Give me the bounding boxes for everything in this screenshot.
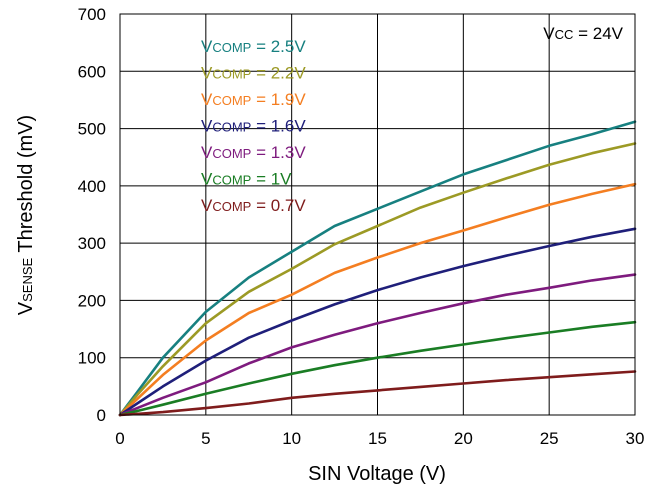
y-tick-label: 400 xyxy=(78,177,106,196)
y-tick-label: 200 xyxy=(78,291,106,310)
y-tick-label: 500 xyxy=(78,120,106,139)
x-axis-label: SIN Voltage (V) xyxy=(308,463,446,485)
series-group xyxy=(118,120,637,417)
y-tick-label: 100 xyxy=(78,349,106,368)
series-line xyxy=(118,320,637,417)
legend-entry: VCOMP = 1.9V xyxy=(201,90,306,109)
legend-entry: VCOMP = 1.3V xyxy=(201,143,306,162)
legend-entry: VCOMP = 1.6V xyxy=(201,117,306,136)
series-line xyxy=(118,120,637,417)
y-axis-ticks: 0 100 200 300 400 500 600 700 xyxy=(78,5,106,425)
x-tick-label: 0 xyxy=(115,429,124,448)
x-axis-ticks: 0 5 10 15 20 25 30 xyxy=(115,429,644,448)
y-tick-label: 300 xyxy=(78,234,106,253)
vcc-annotation: VCC = 24V xyxy=(543,24,623,43)
series-line xyxy=(118,370,637,417)
y-tick-label: 0 xyxy=(97,406,106,425)
series-line xyxy=(118,273,637,417)
x-tick-label: 25 xyxy=(540,429,559,448)
legend: VCOMP = 2.5V VCOMP = 2.2V VCOMP = 1.9V VCOM… xyxy=(201,37,306,215)
plot-frame xyxy=(119,13,636,416)
y-tick-label: 700 xyxy=(78,5,106,24)
legend-entry: VCOMP = 0.7V xyxy=(201,196,306,215)
legend-entry: VCOMP = 2.2V xyxy=(201,64,306,83)
legend-entry: VCOMP = 1V xyxy=(201,170,292,189)
x-tick-label: 20 xyxy=(454,429,473,448)
legend-entry: VCOMP = 2.5V xyxy=(201,37,306,56)
x-tick-label: 5 xyxy=(201,429,210,448)
y-tick-label: 600 xyxy=(78,62,106,81)
series-line xyxy=(118,227,637,417)
x-tick-label: 15 xyxy=(368,429,387,448)
x-tick-label: 10 xyxy=(282,429,301,448)
x-tick-label: 30 xyxy=(626,429,645,448)
y-axis-label: VSENSE Threshold (mV) xyxy=(15,115,37,315)
series-line xyxy=(118,142,637,417)
series-line xyxy=(118,182,637,417)
